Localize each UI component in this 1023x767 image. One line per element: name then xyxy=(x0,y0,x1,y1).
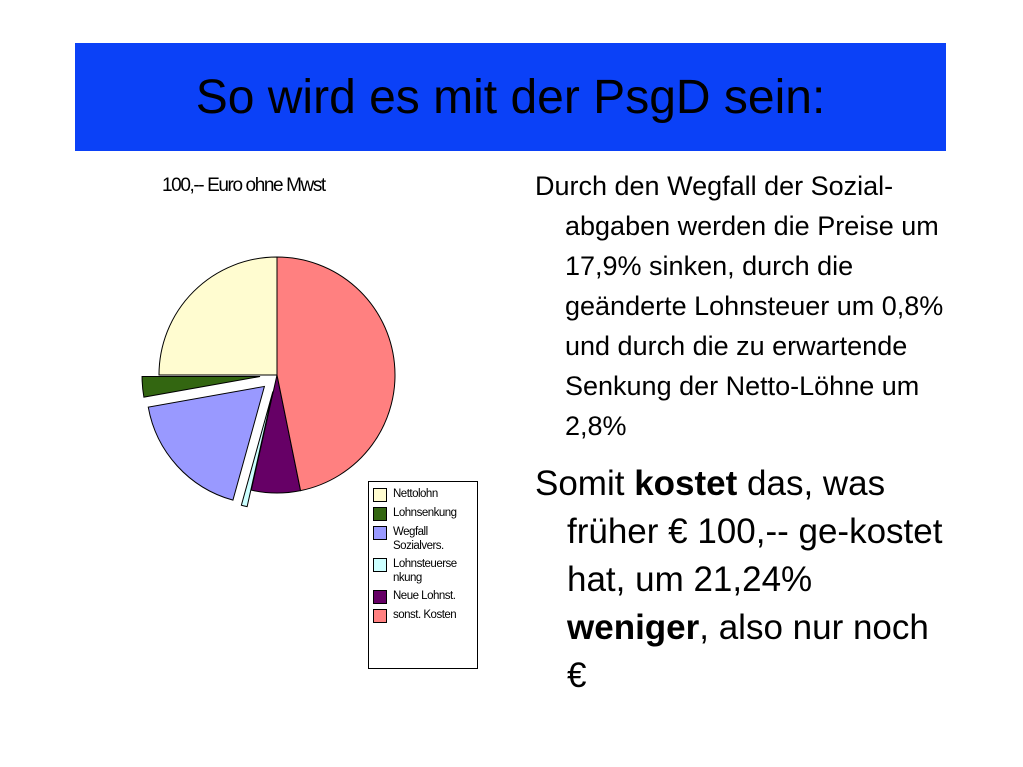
title-bar: So wird es mit der PsgD sein: xyxy=(75,43,946,151)
legend-label: Nettolohn xyxy=(393,488,438,500)
para2-part-c: , also nur noch € xyxy=(567,608,929,695)
legend-item: Wegfall Sozialvers. xyxy=(373,525,473,553)
pie-slice-lohnsenkung xyxy=(141,375,261,398)
legend-item: Nettolohn xyxy=(373,487,473,502)
legend-swatch xyxy=(373,558,387,572)
pie-slice-lohnsteuersenkung xyxy=(240,391,274,508)
para2-bold-kostet: kostet xyxy=(634,464,738,503)
para2-part-b: das, was früher € 100,-- ge-kostet hat, … xyxy=(567,464,943,599)
legend-label: Lohnsteuerse nkung xyxy=(393,558,457,584)
legend-item: Lohnsteuerse nkung xyxy=(373,557,473,585)
pie-slice-nettolohn xyxy=(158,256,278,376)
legend-label: sonst. Kosten xyxy=(393,609,457,621)
legend-swatch xyxy=(373,526,387,540)
legend-label: Neue Lohnst. xyxy=(393,590,456,602)
paragraph-1: Durch den Wegfall der Sozial-abgaben wer… xyxy=(535,171,944,441)
legend-swatch xyxy=(373,590,387,604)
legend-swatch xyxy=(373,507,387,521)
text-column: Durch den Wegfall der Sozial-abgaben wer… xyxy=(535,166,955,700)
pie-chart: 100,-- Euro ohne Mwst Nettolohn Lohnsenku… xyxy=(100,165,520,705)
pie-slice-sonst-kosten xyxy=(276,256,396,492)
pie-slice-wegfall-sozialvers xyxy=(147,385,266,501)
pie-svg xyxy=(141,256,396,508)
para2-bold-weniger: weniger xyxy=(567,608,700,647)
slide-title: So wird es mit der PsgD sein: xyxy=(195,70,826,124)
paragraph-2: Somit kostet das, was früher € 100,-- ge… xyxy=(535,460,955,700)
legend-label: Lohnsenkung xyxy=(393,507,457,519)
chart-title: 100,-- Euro ohne Mwst xyxy=(162,175,326,196)
legend-swatch xyxy=(373,488,387,502)
legend-label: Wegfall Sozialvers. xyxy=(393,526,444,552)
para2-part-a: Somit xyxy=(535,464,635,503)
legend-item: Neue Lohnst. xyxy=(373,589,473,604)
chart-legend: Nettolohn Lohnsenkung Wegfall Sozialvers. L… xyxy=(368,481,478,669)
legend-swatch xyxy=(373,609,387,623)
legend-item: Lohnsenkung xyxy=(373,506,473,521)
legend-item: sonst. Kosten xyxy=(373,608,473,623)
